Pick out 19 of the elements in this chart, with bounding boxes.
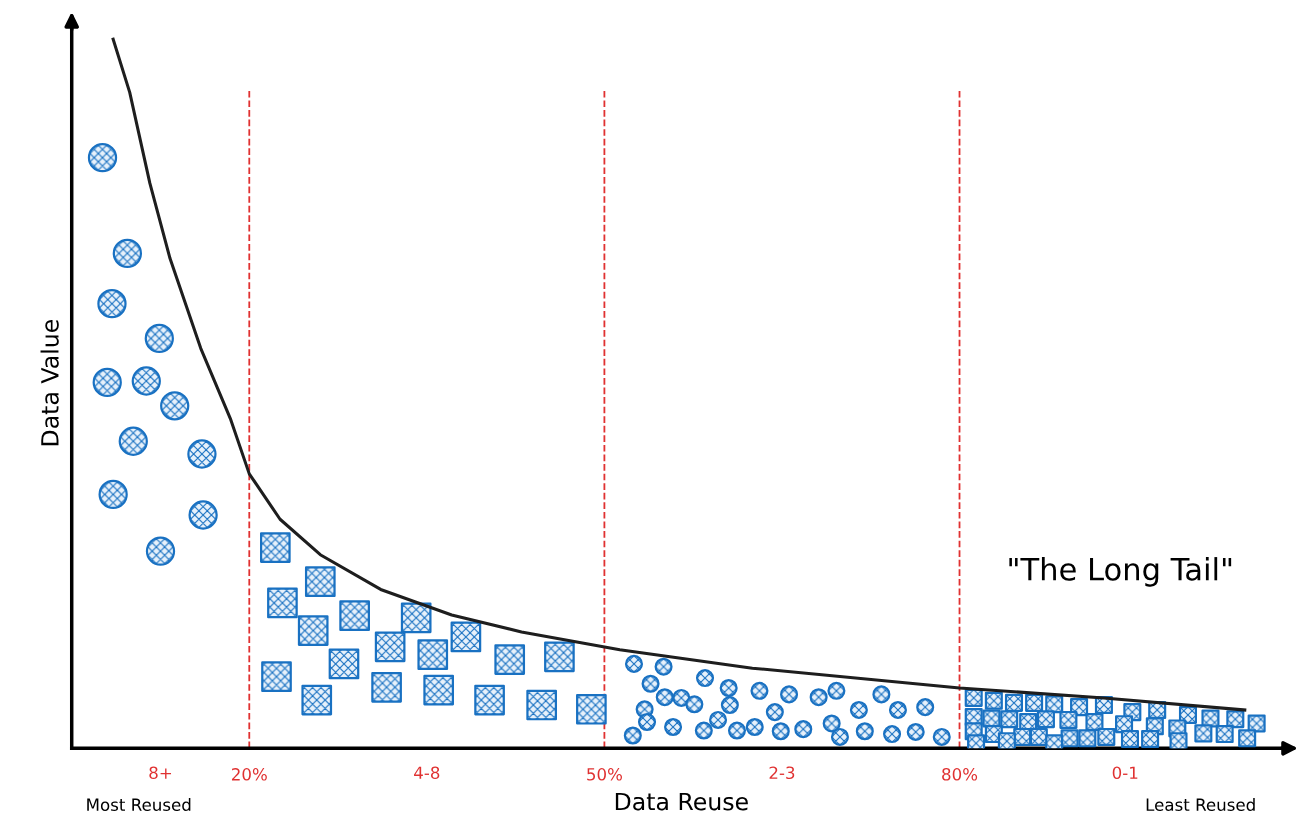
annotation: "The Long Tail" [1009, 557, 1232, 587]
text: Least Reused [1146, 798, 1255, 812]
point [261, 661, 292, 692]
text: 4-8 [414, 766, 440, 780]
point [304, 566, 336, 597]
point [494, 644, 526, 675]
y-axis-title: Data Value [40, 320, 59, 446]
point [339, 600, 370, 632]
x-axis-title: Data Reuse [615, 792, 748, 811]
text: 8+ [149, 766, 172, 780]
x-tick-label: 20% [231, 768, 267, 781]
point [576, 693, 607, 725]
text: 2-3 [769, 766, 795, 780]
point [371, 671, 402, 703]
x-tick-label: 50% [587, 768, 622, 781]
text: Most Reused [87, 798, 191, 812]
text: 0-1 [1112, 766, 1138, 780]
point [259, 532, 291, 563]
x-tick-label: 80% [942, 768, 978, 781]
